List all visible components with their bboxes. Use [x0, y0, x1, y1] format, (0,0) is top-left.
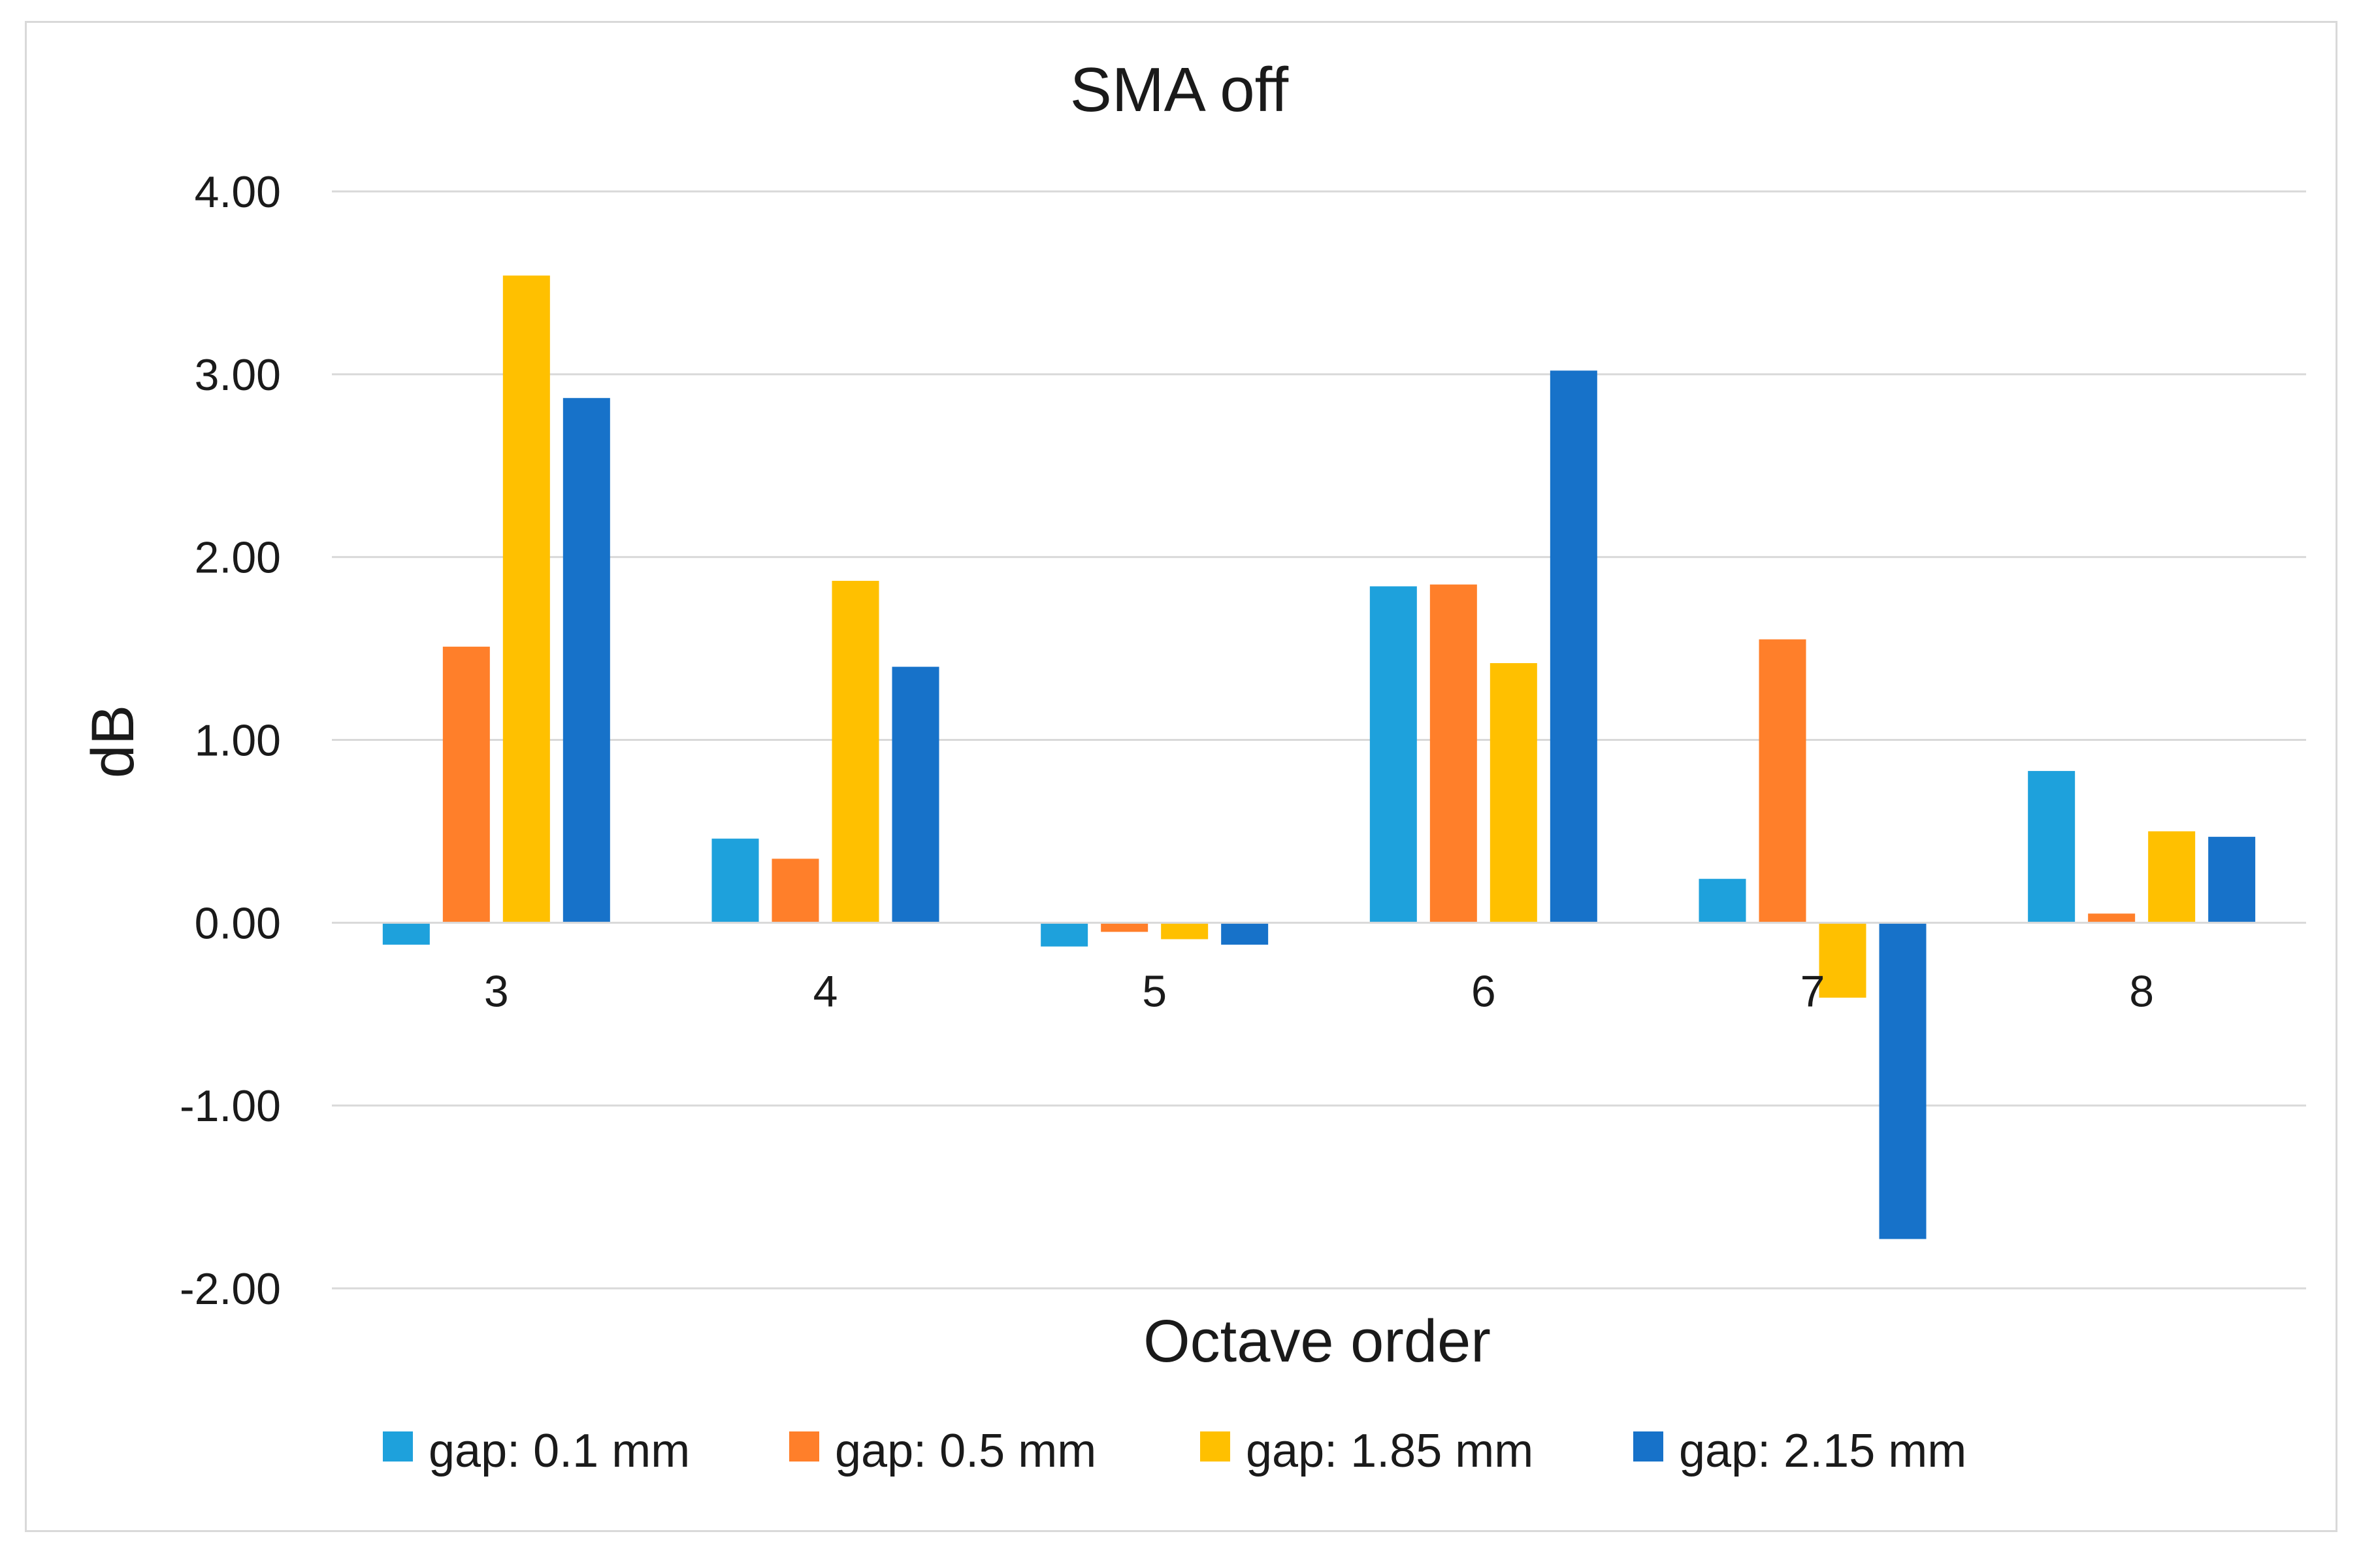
x-tick-label: 5 [1142, 966, 1167, 1016]
y-tick-label: 4.00 [195, 167, 281, 217]
x-tick-label: 3 [484, 966, 509, 1016]
legend: gap: 0.1 mm gap: 0.5 mm gap: 1.85 mm gap: 2… [383, 1425, 1966, 1477]
bar-1-cat-4 [711, 838, 759, 923]
bar-2-cat-5 [1101, 923, 1148, 932]
legend-swatch-2 [789, 1431, 819, 1462]
y-tick-label: 2.00 [195, 533, 281, 583]
legend-swatch-4 [1633, 1431, 1663, 1462]
chart-title: SMA off [1070, 55, 1289, 125]
bar-4-cat-7 [1879, 923, 1927, 1239]
legend-label: gap: 2.15 mm [1679, 1425, 1966, 1477]
x-tick-label: 7 [1800, 966, 1825, 1016]
x-tick-label: 6 [1471, 966, 1496, 1016]
bar-1-cat-8 [2028, 771, 2076, 923]
y-axis-tick-labels: 4.00 3.00 2.00 1.00 0.00 -1.00 -2.00 [180, 167, 281, 1314]
bar-3-cat-6 [1490, 662, 1537, 923]
bars [382, 275, 2256, 1239]
legend-label: gap: 0.1 mm [429, 1425, 690, 1477]
bar-3-cat-4 [832, 581, 879, 923]
bar-1-cat-6 [1369, 586, 1417, 923]
x-axis-tick-labels: 3 4 5 6 7 8 [484, 966, 2154, 1016]
gridlines [332, 190, 2306, 1290]
legend-label: gap: 0.5 mm [835, 1425, 1096, 1477]
bar-2-cat-8 [2088, 913, 2136, 923]
y-tick-label: -1.00 [180, 1081, 281, 1131]
legend-swatch-1 [383, 1431, 413, 1462]
legend-swatch-3 [1200, 1431, 1230, 1462]
bar-2-cat-7 [1759, 639, 1806, 923]
bar-4-cat-8 [2208, 836, 2256, 923]
y-axis-label: dB [80, 705, 146, 779]
x-tick-label: 4 [813, 966, 838, 1016]
x-tick-label: 8 [2129, 966, 2154, 1016]
bar-1-cat-5 [1041, 923, 1088, 947]
x-axis-label: Octave order [1143, 1308, 1491, 1375]
chart-frame [25, 21, 2337, 1532]
bar-4-cat-5 [1221, 923, 1269, 945]
bar-1-cat-7 [1699, 879, 1746, 923]
bar-4-cat-6 [1550, 370, 1597, 923]
bar-3-cat-8 [2148, 831, 2196, 923]
bar-4-cat-3 [562, 398, 610, 923]
legend-label: gap: 1.85 mm [1246, 1425, 1533, 1477]
y-tick-label: 1.00 [195, 716, 281, 766]
bar-2-cat-4 [772, 858, 819, 923]
bar-1-cat-3 [382, 923, 430, 945]
y-tick-label: 0.00 [195, 898, 281, 948]
bar-2-cat-3 [442, 646, 490, 923]
bar-3-cat-7 [1819, 923, 1866, 998]
bar-3-cat-3 [502, 275, 550, 923]
y-tick-label: 3.00 [195, 350, 281, 400]
y-tick-label: -2.00 [180, 1264, 281, 1314]
bar-3-cat-5 [1161, 923, 1209, 939]
bar-2-cat-6 [1429, 584, 1477, 923]
bar-4-cat-4 [892, 666, 939, 923]
